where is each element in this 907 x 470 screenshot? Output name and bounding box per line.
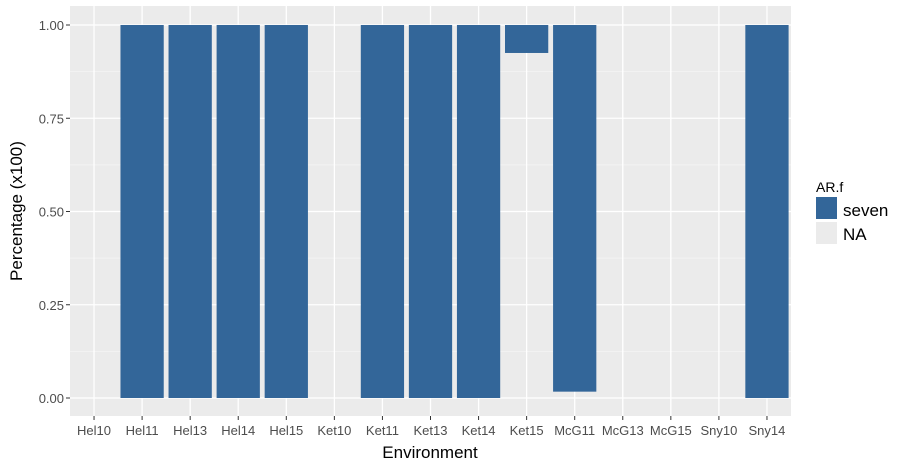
bar-Hel11 [120, 25, 164, 398]
x-axis-title: Environment [382, 443, 478, 462]
x-tick-label: Sny14 [749, 423, 786, 438]
y-tick-label: 0.50 [39, 205, 64, 220]
legend-key-seven [816, 197, 837, 219]
x-tick-label: Ket13 [414, 423, 448, 438]
x-tick-label: Hel13 [173, 423, 207, 438]
x-tick-label: Ket11 [366, 423, 399, 438]
x-tick-label: Hel15 [269, 423, 303, 438]
bar-Hel13 [168, 25, 212, 398]
bar-Ket15 [505, 25, 549, 53]
bar-Ket11 [360, 25, 405, 398]
legend: AR.f seven NA [816, 179, 888, 244]
bar-Hel14 [216, 25, 260, 398]
legend-label-seven: seven [843, 201, 888, 220]
x-tick-label: Hel14 [221, 423, 255, 438]
x-tick-label: McG15 [650, 423, 692, 438]
bar-Ket13 [408, 25, 453, 398]
x-tick-label: McG11 [554, 423, 595, 438]
y-tick-label: 1.00 [39, 18, 64, 33]
legend-label-na: NA [843, 225, 867, 244]
x-axis: Hel10 Hel11 Hel13 Hel14 Hel15 Ket10 Ket11 Ket13… [77, 416, 785, 438]
bar-Sny14 [745, 25, 789, 398]
x-tick-label: Sny10 [700, 423, 737, 438]
bar-McG11 [553, 25, 597, 392]
bar-Hel15 [264, 25, 308, 398]
y-axis-title: Percentage (x100) [7, 141, 26, 281]
x-tick-label: Ket14 [462, 423, 496, 438]
y-tick-label: 0.75 [39, 111, 64, 126]
x-tick-label: McG13 [602, 423, 644, 438]
x-tick-label: Hel11 [126, 423, 159, 438]
x-tick-label: Ket15 [510, 423, 544, 438]
legend-title: AR.f [816, 179, 843, 195]
y-tick-label: 0.00 [39, 391, 64, 406]
y-axis: 0.00 0.25 0.50 0.75 1.00 [39, 18, 70, 406]
x-tick-label: Hel10 [77, 423, 111, 438]
y-tick-label: 0.25 [39, 298, 64, 313]
bar-Ket14 [456, 25, 501, 398]
bars [120, 25, 789, 398]
legend-key-na [816, 222, 837, 244]
x-tick-label: Ket10 [317, 423, 351, 438]
